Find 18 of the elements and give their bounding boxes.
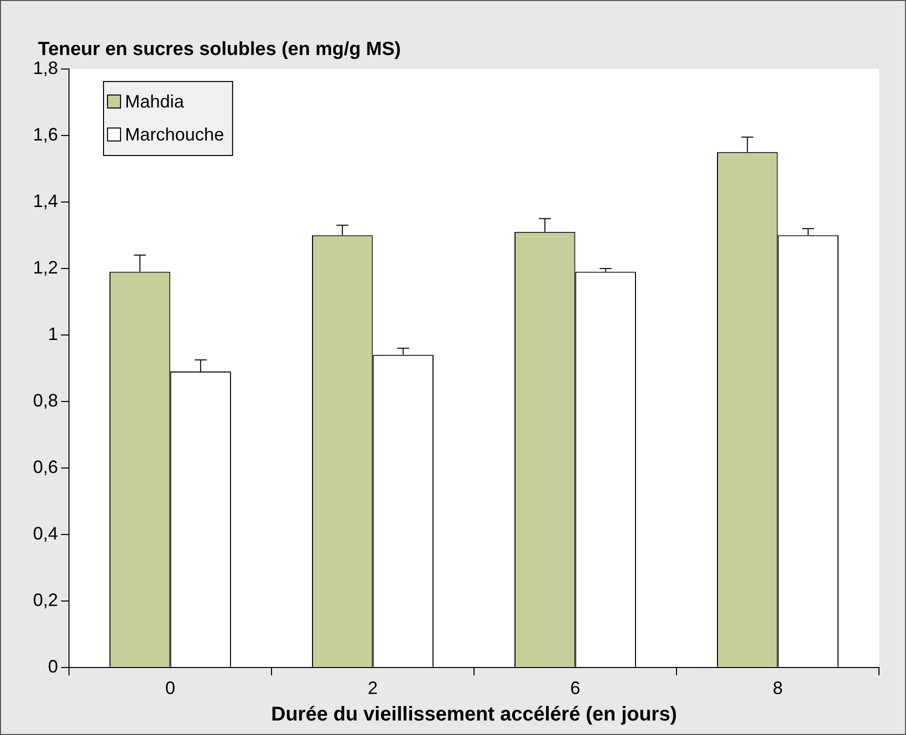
x-tick-label: 0 bbox=[165, 678, 176, 698]
y-tick-label: 1 bbox=[48, 324, 58, 344]
y-tick-label: 0,4 bbox=[32, 523, 58, 544]
x-axis-title: Durée du vieillissement accéléré (en jours) bbox=[271, 704, 677, 726]
y-tick-label: 0,6 bbox=[32, 456, 58, 477]
y-tick-label: 1,8 bbox=[32, 58, 58, 78]
x-tick-label: 8 bbox=[772, 678, 783, 698]
legend-label: Marchouche bbox=[125, 124, 224, 144]
x-tick-label: 2 bbox=[368, 678, 378, 698]
y-tick-label: 0 bbox=[48, 656, 58, 676]
legend-label: Mahdia bbox=[125, 91, 186, 112]
x-tick-label: 6 bbox=[570, 678, 580, 698]
y-tick-label: 1,4 bbox=[32, 190, 58, 211]
y-tick-label: 0,2 bbox=[32, 590, 58, 610]
y-tick-label: 0,8 bbox=[32, 390, 58, 410]
y-tick-label: 1,6 bbox=[32, 124, 58, 144]
y-tick-label: 1,2 bbox=[32, 257, 58, 278]
chart-title: Teneur en sucres solubles (en mg/g MS) bbox=[38, 39, 401, 60]
